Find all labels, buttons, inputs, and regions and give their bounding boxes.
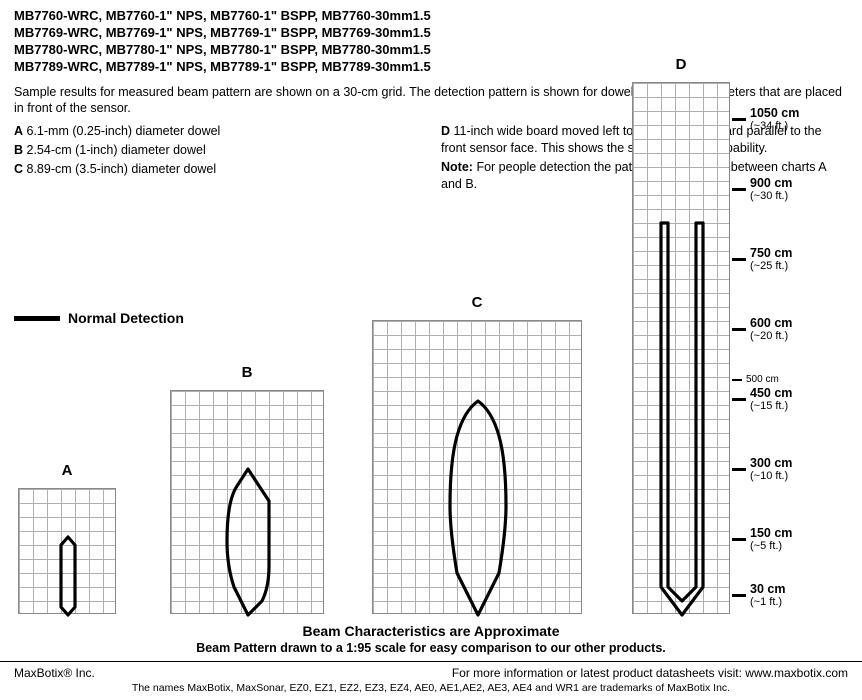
- scale-note: Beam Pattern drawn to a 1:95 scale for e…: [0, 641, 862, 655]
- chart-label: B: [170, 364, 324, 381]
- chart-C: C: [372, 320, 582, 614]
- footer-area: Beam Characteristics are Approximate Bea…: [0, 623, 862, 700]
- scale-ticks: 1050 cm(~34 ft.) 900 cm(~30 ft.) 750 cm(~2…: [732, 82, 852, 614]
- footer-bar: MaxBotix® Inc. For more information or l…: [0, 661, 862, 700]
- chart-grid: [170, 390, 324, 614]
- charts-area: ABCD1050 cm(~34 ft.)900 cm(~30 ft.)750 c…: [10, 60, 852, 640]
- scale-tick: 1050 cm(~34 ft.): [732, 106, 799, 132]
- chart-grid: [372, 320, 582, 614]
- scale-tick: 900 cm(~30 ft.): [732, 176, 792, 202]
- chart-grid: [632, 82, 730, 614]
- chart-D: D: [632, 82, 730, 614]
- model-line: MB7769-WRC, MB7769-1" NPS, MB7769-1" BSP…: [14, 25, 848, 42]
- beam-shape: [171, 391, 325, 615]
- company-name: MaxBotix® Inc.: [14, 666, 95, 680]
- chart-B: B: [170, 390, 324, 614]
- scale-tick-small: 500 cm: [732, 374, 779, 385]
- chart-grid: [18, 488, 116, 614]
- chart-A: A: [18, 488, 116, 614]
- scale-tick: 30 cm(~1 ft.): [732, 582, 785, 608]
- chart-label: D: [632, 56, 730, 73]
- footer-info: For more information or latest product d…: [452, 666, 848, 680]
- chart-label: C: [372, 294, 582, 311]
- chart-label: A: [18, 462, 116, 479]
- scale-tick: 450 cm(~15 ft.): [732, 386, 792, 412]
- footer-trademark: The names MaxBotix, MaxSonar, EZ0, EZ1, …: [14, 682, 848, 694]
- beam-shape: [373, 321, 583, 615]
- scale-tick: 300 cm(~10 ft.): [732, 456, 792, 482]
- beam-shape: [633, 83, 731, 615]
- scale-tick: 150 cm(~5 ft.): [732, 526, 792, 552]
- scale-tick: 750 cm(~25 ft.): [732, 246, 792, 272]
- approx-text: Beam Characteristics are Approximate: [0, 623, 862, 639]
- scale-tick: 600 cm(~20 ft.): [732, 316, 792, 342]
- model-line: MB7760-WRC, MB7760-1" NPS, MB7760-1" BSP…: [14, 8, 848, 25]
- beam-shape: [19, 489, 117, 615]
